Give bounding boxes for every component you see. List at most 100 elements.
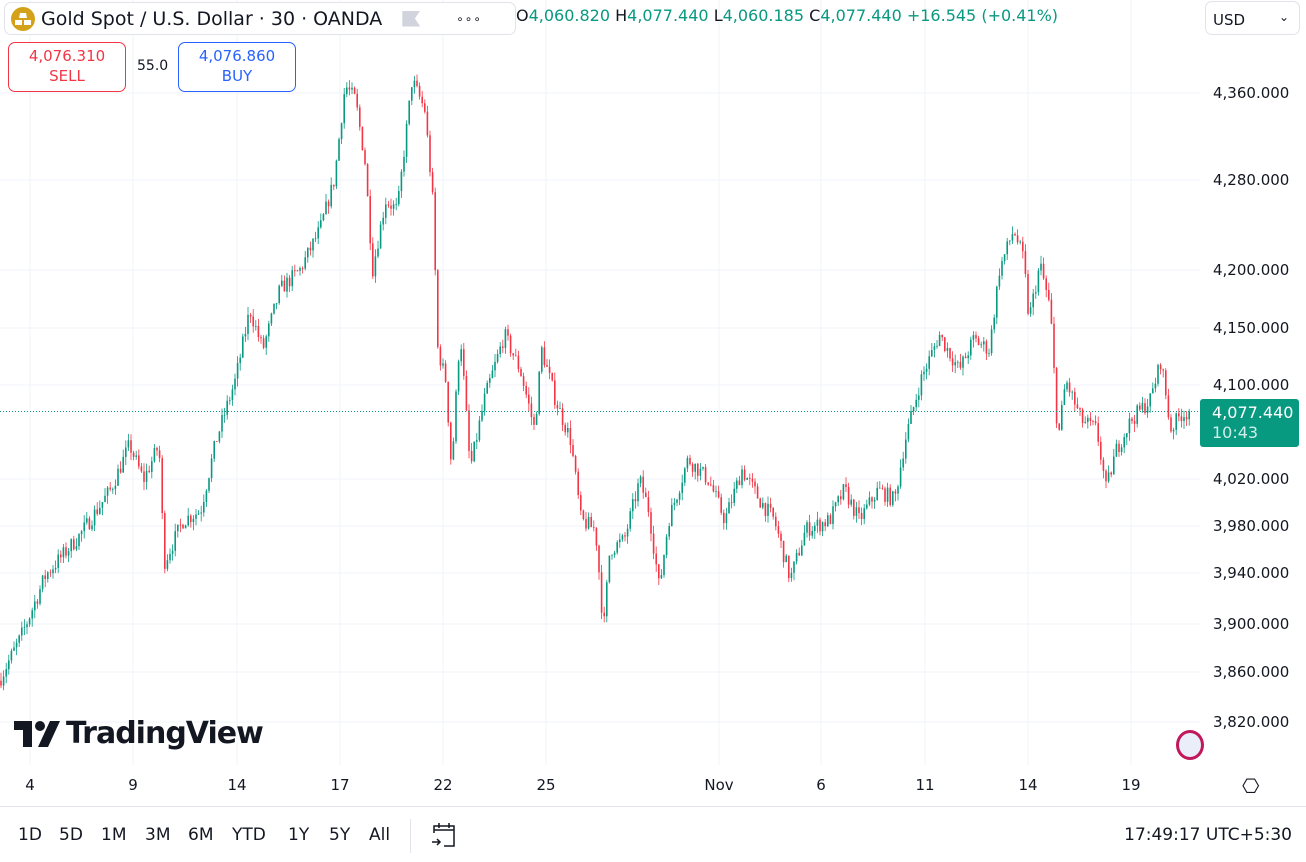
candle — [504, 329, 507, 348]
candle — [611, 554, 613, 556]
candle — [99, 507, 101, 514]
bar-countdown: 10:43 — [1212, 423, 1259, 442]
candle — [723, 512, 725, 524]
candle — [905, 439, 907, 459]
range-button-1y[interactable]: 1Y — [288, 825, 310, 845]
candle — [613, 552, 616, 555]
candle — [299, 268, 301, 271]
candle — [463, 349, 465, 376]
candle — [1178, 413, 1180, 417]
candle — [1131, 418, 1133, 421]
candle — [866, 504, 868, 509]
candle — [918, 395, 920, 400]
candle — [876, 487, 878, 501]
candle — [923, 371, 925, 375]
candle — [897, 486, 899, 494]
candle — [478, 420, 481, 441]
y-tick-label: 3,940.000 — [1213, 564, 1290, 582]
candle — [499, 346, 501, 355]
candle — [626, 528, 629, 537]
range-button-5y[interactable]: 5Y — [329, 825, 351, 845]
candle — [200, 512, 202, 514]
candle — [221, 415, 223, 432]
candle — [811, 531, 813, 536]
range-button-5d[interactable]: 5D — [59, 825, 83, 845]
candle — [985, 341, 988, 354]
range-button-ytd[interactable]: YTD — [232, 825, 266, 845]
candle — [468, 410, 470, 451]
buy-button[interactable]: 4,076.860 BUY — [178, 42, 296, 92]
price-chart[interactable] — [0, 0, 1306, 806]
change: +16.545 (+0.41%) — [906, 6, 1059, 25]
us-flag-event-icon[interactable] — [1176, 730, 1204, 760]
candle — [580, 495, 582, 511]
candle — [941, 334, 943, 338]
range-button-6m[interactable]: 6M — [188, 825, 214, 845]
candle — [977, 338, 980, 346]
candle — [564, 424, 566, 433]
range-button-3m[interactable]: 3M — [145, 825, 171, 845]
candle — [247, 314, 249, 334]
candle — [385, 204, 387, 218]
candle — [1110, 472, 1112, 475]
candle — [13, 647, 15, 651]
candle — [335, 160, 338, 187]
candle — [333, 184, 335, 187]
symbol-header[interactable]: Gold Spot / U.S. Dollar · 30 · OANDA ∘∘∘ — [4, 2, 516, 35]
candle — [288, 277, 291, 287]
go-to-date-icon[interactable] — [430, 821, 458, 853]
candle — [993, 317, 995, 330]
candle — [717, 491, 720, 498]
candle — [1068, 382, 1071, 393]
candle — [507, 329, 509, 336]
candle — [109, 487, 111, 490]
x-tick-label: 25 — [536, 776, 556, 794]
candle — [884, 488, 886, 502]
y-tick-label: 3,980.000 — [1213, 517, 1290, 535]
candle — [416, 80, 418, 86]
candle — [208, 478, 210, 491]
candle — [75, 546, 78, 550]
candle — [187, 515, 189, 526]
x-tick-label: 9 — [128, 776, 138, 794]
candle — [1165, 370, 1167, 396]
candle — [314, 238, 317, 240]
candle — [1162, 369, 1164, 371]
candle — [296, 270, 299, 272]
sell-button[interactable]: 4,076.310 SELL — [8, 42, 126, 92]
clock-timezone[interactable]: 17:49:17 UTC+5:30 — [1124, 825, 1292, 845]
candle — [621, 535, 624, 540]
range-button-all[interactable]: All — [369, 825, 391, 845]
range-button-1m[interactable]: 1M — [101, 825, 127, 845]
flag-icon[interactable] — [402, 10, 421, 27]
candle — [847, 486, 850, 505]
candle — [112, 489, 114, 490]
candle — [205, 490, 208, 502]
candle — [632, 499, 634, 512]
candle — [572, 445, 574, 457]
candle — [975, 335, 977, 339]
candle — [624, 535, 626, 537]
candle — [912, 407, 915, 412]
candle — [1042, 263, 1045, 279]
candle — [395, 204, 397, 206]
candle — [268, 323, 270, 337]
candle — [226, 400, 228, 415]
candle — [190, 515, 192, 523]
candle — [364, 150, 366, 165]
candle — [392, 204, 395, 209]
currency-select[interactable]: USD ⌄ — [1205, 1, 1300, 35]
range-button-1d[interactable]: 1D — [18, 825, 42, 845]
candle — [567, 428, 569, 433]
candle — [806, 522, 808, 533]
candle — [1172, 429, 1175, 432]
candle — [1136, 405, 1138, 424]
candle — [1040, 263, 1042, 271]
candle — [788, 555, 790, 579]
settings-icon[interactable]: ⎔ — [1242, 774, 1260, 798]
candle — [686, 457, 689, 469]
more-options-button[interactable]: ∘∘∘ — [456, 11, 482, 26]
candle — [210, 458, 213, 479]
candle — [1048, 289, 1050, 300]
candle — [21, 627, 23, 636]
